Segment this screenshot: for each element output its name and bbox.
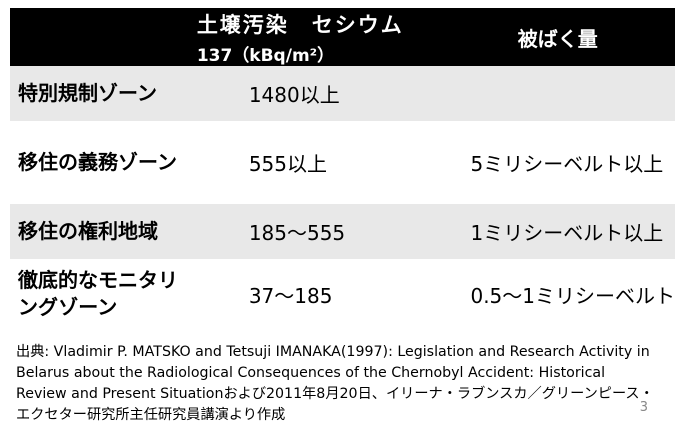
header-dose: 被ばく量 bbox=[517, 26, 598, 51]
zone-name: 移住の義務ゾーン bbox=[10, 121, 197, 204]
zone-name: 移住の権利地域 bbox=[10, 203, 197, 260]
contamination-value: 1480以上 bbox=[196, 66, 441, 122]
dose-value: 5ミリシーベルト以上 bbox=[440, 121, 675, 204]
zone-table: 土壌汚染 セシウム 137（kBq/m²） 被ばく量 特別規制ゾーン 1480以… bbox=[10, 8, 675, 330]
dose-value: 0.5〜1ミリシーベルト bbox=[440, 259, 675, 330]
zone-name: 徹底的なモニタリングゾーン bbox=[10, 259, 197, 330]
contamination-value: 185〜555 bbox=[196, 203, 441, 260]
table-row: 徹底的なモニタリングゾーン 37〜185 0.5〜1ミリシーベルト bbox=[10, 259, 675, 330]
contamination-value: 555以上 bbox=[196, 121, 441, 204]
header-contamination: 土壌汚染 セシウム 137（kBq/m²） bbox=[197, 8, 441, 66]
header-contamination-line1: 土壌汚染 セシウム bbox=[196, 12, 404, 37]
table-row: 特別規制ゾーン 1480以上 bbox=[10, 66, 675, 122]
table-row: 移住の権利地域 185〜555 1ミリシーベルト以上 bbox=[10, 203, 675, 260]
dose-value bbox=[440, 66, 675, 122]
header-empty-cell bbox=[10, 8, 197, 66]
source-label: 出典 bbox=[16, 344, 45, 360]
source-text: : Vladimir P. MATSKO and Tetsuji IMANAKA… bbox=[16, 344, 654, 423]
table-row: 移住の義務ゾーン 555以上 5ミリシーベルト以上 bbox=[10, 121, 675, 204]
table-header: 土壌汚染 セシウム 137（kBq/m²） 被ばく量 bbox=[10, 8, 675, 66]
dose-value: 1ミリシーベルト以上 bbox=[440, 203, 675, 260]
zone-name: 特別規制ゾーン bbox=[10, 66, 197, 122]
header-contamination-line2: 137（kBq/m²） bbox=[196, 45, 335, 66]
contamination-value: 37〜185 bbox=[196, 259, 441, 330]
page-number: 3 bbox=[639, 400, 648, 415]
source-citation: 出典: Vladimir P. MATSKO and Tetsuji IMANA… bbox=[16, 342, 656, 426]
